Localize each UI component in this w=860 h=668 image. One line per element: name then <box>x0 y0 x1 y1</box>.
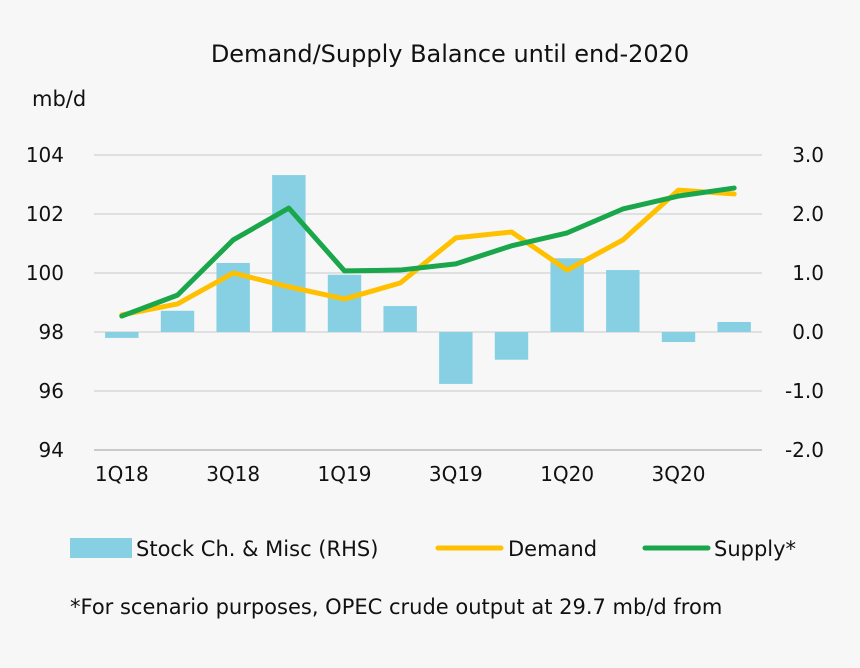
y2-tick-label: 3.0 <box>792 143 824 167</box>
bar-1Q19 <box>327 274 362 332</box>
bar-2Q18 <box>160 310 195 332</box>
y2-tick-label: -2.0 <box>785 438 824 462</box>
y-tick-label: 96 <box>39 379 64 403</box>
bar-4Q19 <box>494 332 529 360</box>
bar-3Q20 <box>661 332 696 343</box>
bars <box>105 175 751 384</box>
y-tick-label: 100 <box>26 261 64 285</box>
y-tick-label: 98 <box>39 320 64 344</box>
bar-4Q20 <box>717 321 751 332</box>
legend-label: Stock Ch. & Misc (RHS) <box>136 537 378 561</box>
x-tick-label: 1Q20 <box>540 462 594 486</box>
y-tick-label: 94 <box>39 438 64 462</box>
bar-2Q19 <box>383 306 417 332</box>
x-tick-label: 3Q20 <box>652 462 706 486</box>
legend-swatch <box>70 538 132 558</box>
legend-label: Demand <box>508 537 597 561</box>
bar-3Q19 <box>439 332 473 384</box>
chart-title: Demand/Supply Balance until end-2020 <box>211 40 689 68</box>
y2-tick-label: 0.0 <box>792 320 824 344</box>
x-tick-label: 1Q19 <box>318 462 372 486</box>
bar-1Q18 <box>105 332 139 338</box>
y-tick-label: 104 <box>26 143 64 167</box>
footnote: *For scenario purposes, OPEC crude outpu… <box>70 595 722 619</box>
x-tick-label: 1Q18 <box>95 462 149 486</box>
x-tick-label: 3Q19 <box>429 462 483 486</box>
y2-tick-label: 1.0 <box>792 261 824 285</box>
bar-4Q18 <box>272 175 306 332</box>
legend-label: Supply* <box>714 537 796 561</box>
line-supply <box>119 185 737 319</box>
y-axis-label: mb/d <box>32 87 86 111</box>
y2-tick-label: 2.0 <box>792 202 824 226</box>
axes: 94 96 98 100 102 104 -2.0 -1.0 0.0 1.0 2.0 3.0 1Q18 3… <box>26 143 824 486</box>
y-tick-label: 102 <box>26 202 64 226</box>
x-tick-label: 3Q18 <box>206 462 260 486</box>
y2-tick-label: -1.0 <box>785 379 824 403</box>
legend: Stock Ch. & Misc (RHS) Demand Supply* <box>70 537 796 561</box>
bar-2Q20 <box>606 270 640 332</box>
lines <box>119 185 737 319</box>
line-demand <box>119 187 737 318</box>
